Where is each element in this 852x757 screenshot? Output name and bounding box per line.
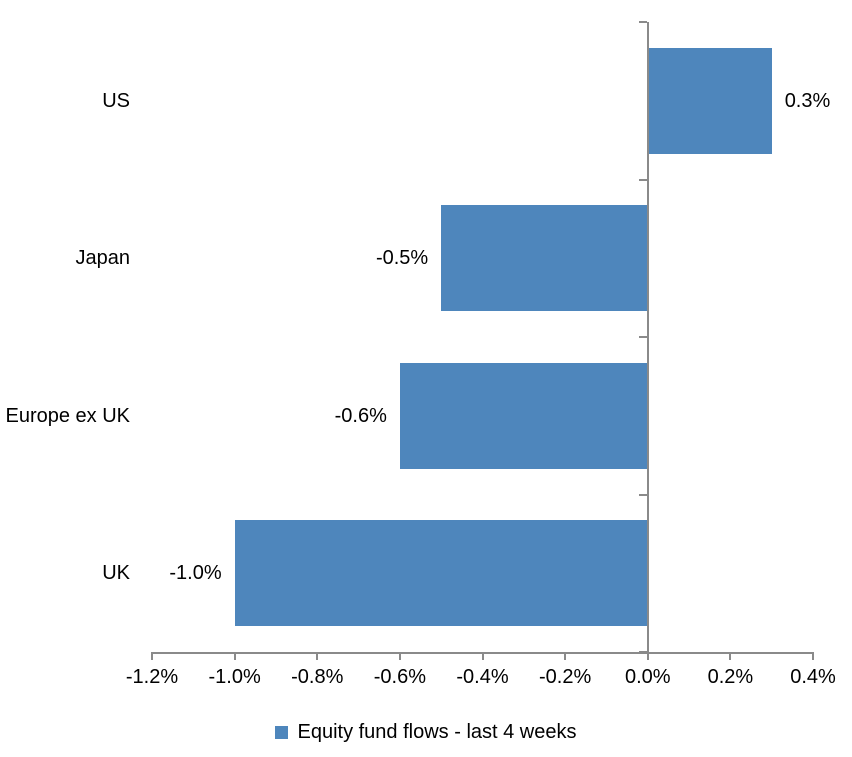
- x-tick-label: 0.0%: [624, 666, 671, 688]
- data-label: -0.6%: [334, 404, 387, 427]
- x-tick-label: -0.4%: [456, 666, 509, 688]
- x-tick-label: 0.4%: [790, 666, 836, 688]
- chart-legend: Equity fund flows - last 4 weeks: [0, 717, 852, 747]
- zero-axis-line: [646, 22, 649, 660]
- x-tick-label: -1.2%: [125, 666, 179, 688]
- category-label: Europe ex UK: [5, 404, 130, 427]
- category-axis-tick: [638, 651, 647, 653]
- bar-europe-ex-uk: [399, 362, 648, 469]
- data-label: -1.0%: [169, 562, 222, 585]
- category-axis-tick: [638, 178, 647, 181]
- category-label: US: [102, 89, 130, 112]
- x-axis-tick: [398, 652, 401, 660]
- x-axis-tick: [233, 652, 236, 660]
- category-axis-tick: [638, 493, 647, 496]
- bar-japan: [441, 205, 648, 312]
- category-label: UK: [102, 562, 130, 585]
- x-tick-label: -0.8%: [291, 666, 344, 688]
- bar-uk: [234, 520, 648, 627]
- legend-marker: [275, 725, 289, 739]
- x-tick-label: -0.6%: [373, 666, 426, 688]
- legend-label: Equity fund flows - last 4 weeks: [297, 720, 577, 743]
- x-axis-tick: [151, 652, 153, 660]
- bar-us: [647, 47, 772, 154]
- x-axis-tick: [316, 652, 319, 660]
- x-axis-tick: [812, 652, 814, 660]
- x-axis-tick: [481, 652, 484, 660]
- x-tick-label: -0.2%: [539, 666, 592, 688]
- x-tick-label: -1.0%: [208, 666, 261, 688]
- data-label: 0.3%: [784, 89, 831, 112]
- x-axis-tick: [729, 652, 732, 660]
- category-axis-tick: [638, 21, 647, 23]
- category-axis-tick: [638, 336, 647, 338]
- x-tick-label: 0.2%: [707, 666, 754, 688]
- data-label: -0.5%: [375, 247, 429, 270]
- x-axis-tick: [564, 652, 567, 660]
- category-label: Japan: [75, 247, 131, 270]
